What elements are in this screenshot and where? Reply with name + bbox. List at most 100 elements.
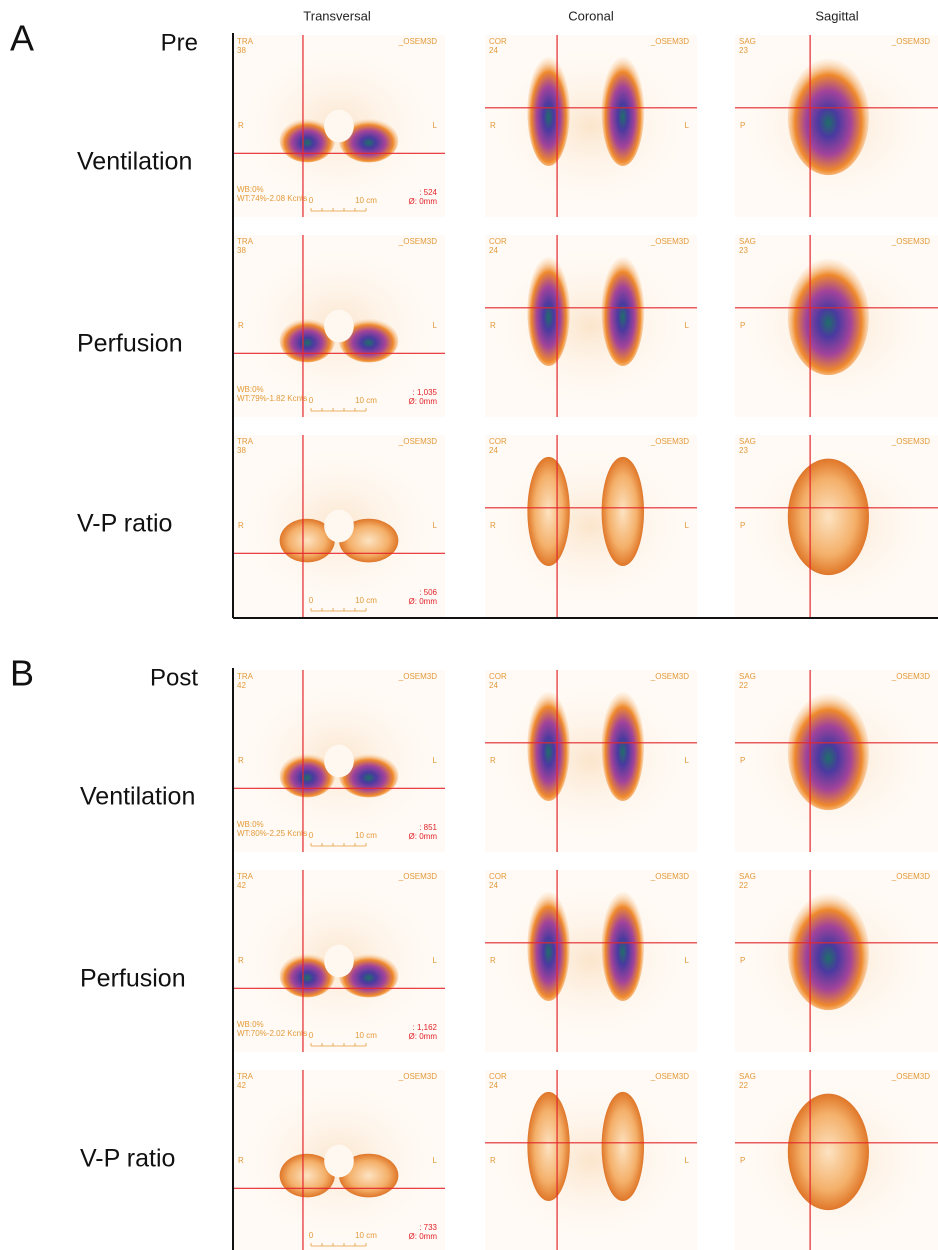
view-label: COR bbox=[489, 237, 507, 246]
lung-right bbox=[527, 457, 569, 566]
reconstruction: _OSEM3D bbox=[650, 237, 689, 246]
reconstruction: _OSEM3D bbox=[891, 872, 930, 881]
image-panel: COR24_OSEM3DRL bbox=[485, 870, 697, 1052]
acquisition-note: WB:0% bbox=[237, 385, 264, 394]
row-label: Perfusion bbox=[77, 330, 183, 358]
slice-number: 38 bbox=[237, 446, 246, 455]
orientation-marker: R bbox=[238, 756, 244, 765]
lung-sagittal bbox=[788, 459, 869, 575]
orientation-marker: L bbox=[685, 756, 690, 765]
scale-label: 10 cm bbox=[355, 1031, 377, 1040]
lung-right bbox=[527, 692, 569, 801]
row-label: V-P ratio bbox=[77, 510, 172, 538]
reconstruction: _OSEM3D bbox=[398, 37, 437, 46]
orientation-marker: R bbox=[238, 321, 244, 330]
orientation-marker: R bbox=[238, 956, 244, 965]
reconstruction: _OSEM3D bbox=[398, 872, 437, 881]
orientation-marker: R bbox=[490, 121, 496, 130]
view-label: SAG bbox=[739, 872, 756, 881]
readout: : 851 bbox=[419, 823, 437, 832]
image-panel: TRA42_OSEM3DRLWB:0%WT:80%-2.25 Kcnts: 85… bbox=[233, 670, 445, 852]
view-label: TRA bbox=[237, 1072, 254, 1081]
view-label: SAG bbox=[739, 37, 756, 46]
background-haze bbox=[489, 879, 693, 1043]
view-label: COR bbox=[489, 872, 507, 881]
reconstruction: _OSEM3D bbox=[891, 37, 930, 46]
figure: TransversalCoronalSagittalAPreVentilatio… bbox=[0, 0, 938, 1250]
slice-number: 24 bbox=[489, 881, 498, 890]
slice-number: 22 bbox=[739, 881, 748, 890]
row-label: V-P ratio bbox=[80, 1145, 175, 1173]
background-haze bbox=[489, 444, 693, 608]
readout: Ø: 0mm bbox=[409, 597, 438, 606]
slice-number: 23 bbox=[739, 46, 748, 55]
acquisition-note: WT:70%-2.02 Kcnts bbox=[237, 1029, 307, 1038]
orientation-marker: P bbox=[740, 1156, 745, 1165]
orientation-marker: R bbox=[238, 521, 244, 530]
slice-number: 24 bbox=[489, 681, 498, 690]
lung-right bbox=[527, 892, 569, 1001]
orientation-marker: R bbox=[238, 121, 244, 130]
orientation-marker: R bbox=[238, 1156, 244, 1165]
column-header: Coronal bbox=[568, 8, 614, 23]
reconstruction: _OSEM3D bbox=[891, 672, 930, 681]
readout: : 733 bbox=[419, 1223, 437, 1232]
lung-right bbox=[527, 257, 569, 366]
view-label: SAG bbox=[739, 237, 756, 246]
slice-number: 22 bbox=[739, 1081, 748, 1090]
view-label: TRA bbox=[237, 237, 254, 246]
background-haze bbox=[489, 244, 693, 408]
view-label: TRA bbox=[237, 437, 254, 446]
slice-number: 42 bbox=[237, 681, 246, 690]
background-haze bbox=[489, 44, 693, 208]
scale-label: 0 bbox=[309, 196, 314, 205]
orientation-marker: P bbox=[740, 756, 745, 765]
acquisition-note: WB:0% bbox=[237, 820, 264, 829]
scale-label: 0 bbox=[309, 1231, 314, 1240]
page: {"columns": ["Transversal", "Coronal", "… bbox=[0, 0, 938, 1250]
lung-right bbox=[527, 57, 569, 166]
scale-label: 10 cm bbox=[355, 596, 377, 605]
view-label: TRA bbox=[237, 672, 254, 681]
column-header: Sagittal bbox=[815, 8, 858, 23]
acquisition-note: WB:0% bbox=[237, 1020, 264, 1029]
orientation-marker: L bbox=[433, 321, 438, 330]
reconstruction: _OSEM3D bbox=[891, 437, 930, 446]
orientation-marker: R bbox=[490, 321, 496, 330]
reconstruction: _OSEM3D bbox=[891, 237, 930, 246]
view-label: SAG bbox=[739, 437, 756, 446]
scale-label: 0 bbox=[309, 1031, 314, 1040]
phase-label: Pre bbox=[161, 29, 198, 56]
reconstruction: _OSEM3D bbox=[650, 672, 689, 681]
scale-label: 0 bbox=[309, 831, 314, 840]
background-haze bbox=[489, 679, 693, 843]
slice-number: 42 bbox=[237, 1081, 246, 1090]
mediastinum bbox=[324, 945, 354, 978]
view-label: COR bbox=[489, 672, 507, 681]
lung-sagittal bbox=[788, 694, 869, 810]
lung-left bbox=[602, 57, 644, 166]
slice-number: 38 bbox=[237, 46, 246, 55]
reconstruction: _OSEM3D bbox=[398, 1072, 437, 1081]
reconstruction: _OSEM3D bbox=[891, 1072, 930, 1081]
lung-sagittal bbox=[788, 1094, 869, 1210]
view-label: SAG bbox=[739, 1072, 756, 1081]
readout: Ø: 0mm bbox=[409, 1032, 438, 1041]
view-label: SAG bbox=[739, 672, 756, 681]
panel-letter: A bbox=[10, 18, 34, 59]
acquisition-note: WB:0% bbox=[237, 185, 264, 194]
lung-left bbox=[602, 1092, 644, 1201]
reconstruction: _OSEM3D bbox=[398, 672, 437, 681]
row-label: Perfusion bbox=[80, 965, 186, 993]
slice-number: 38 bbox=[237, 246, 246, 255]
orientation-marker: P bbox=[740, 956, 745, 965]
